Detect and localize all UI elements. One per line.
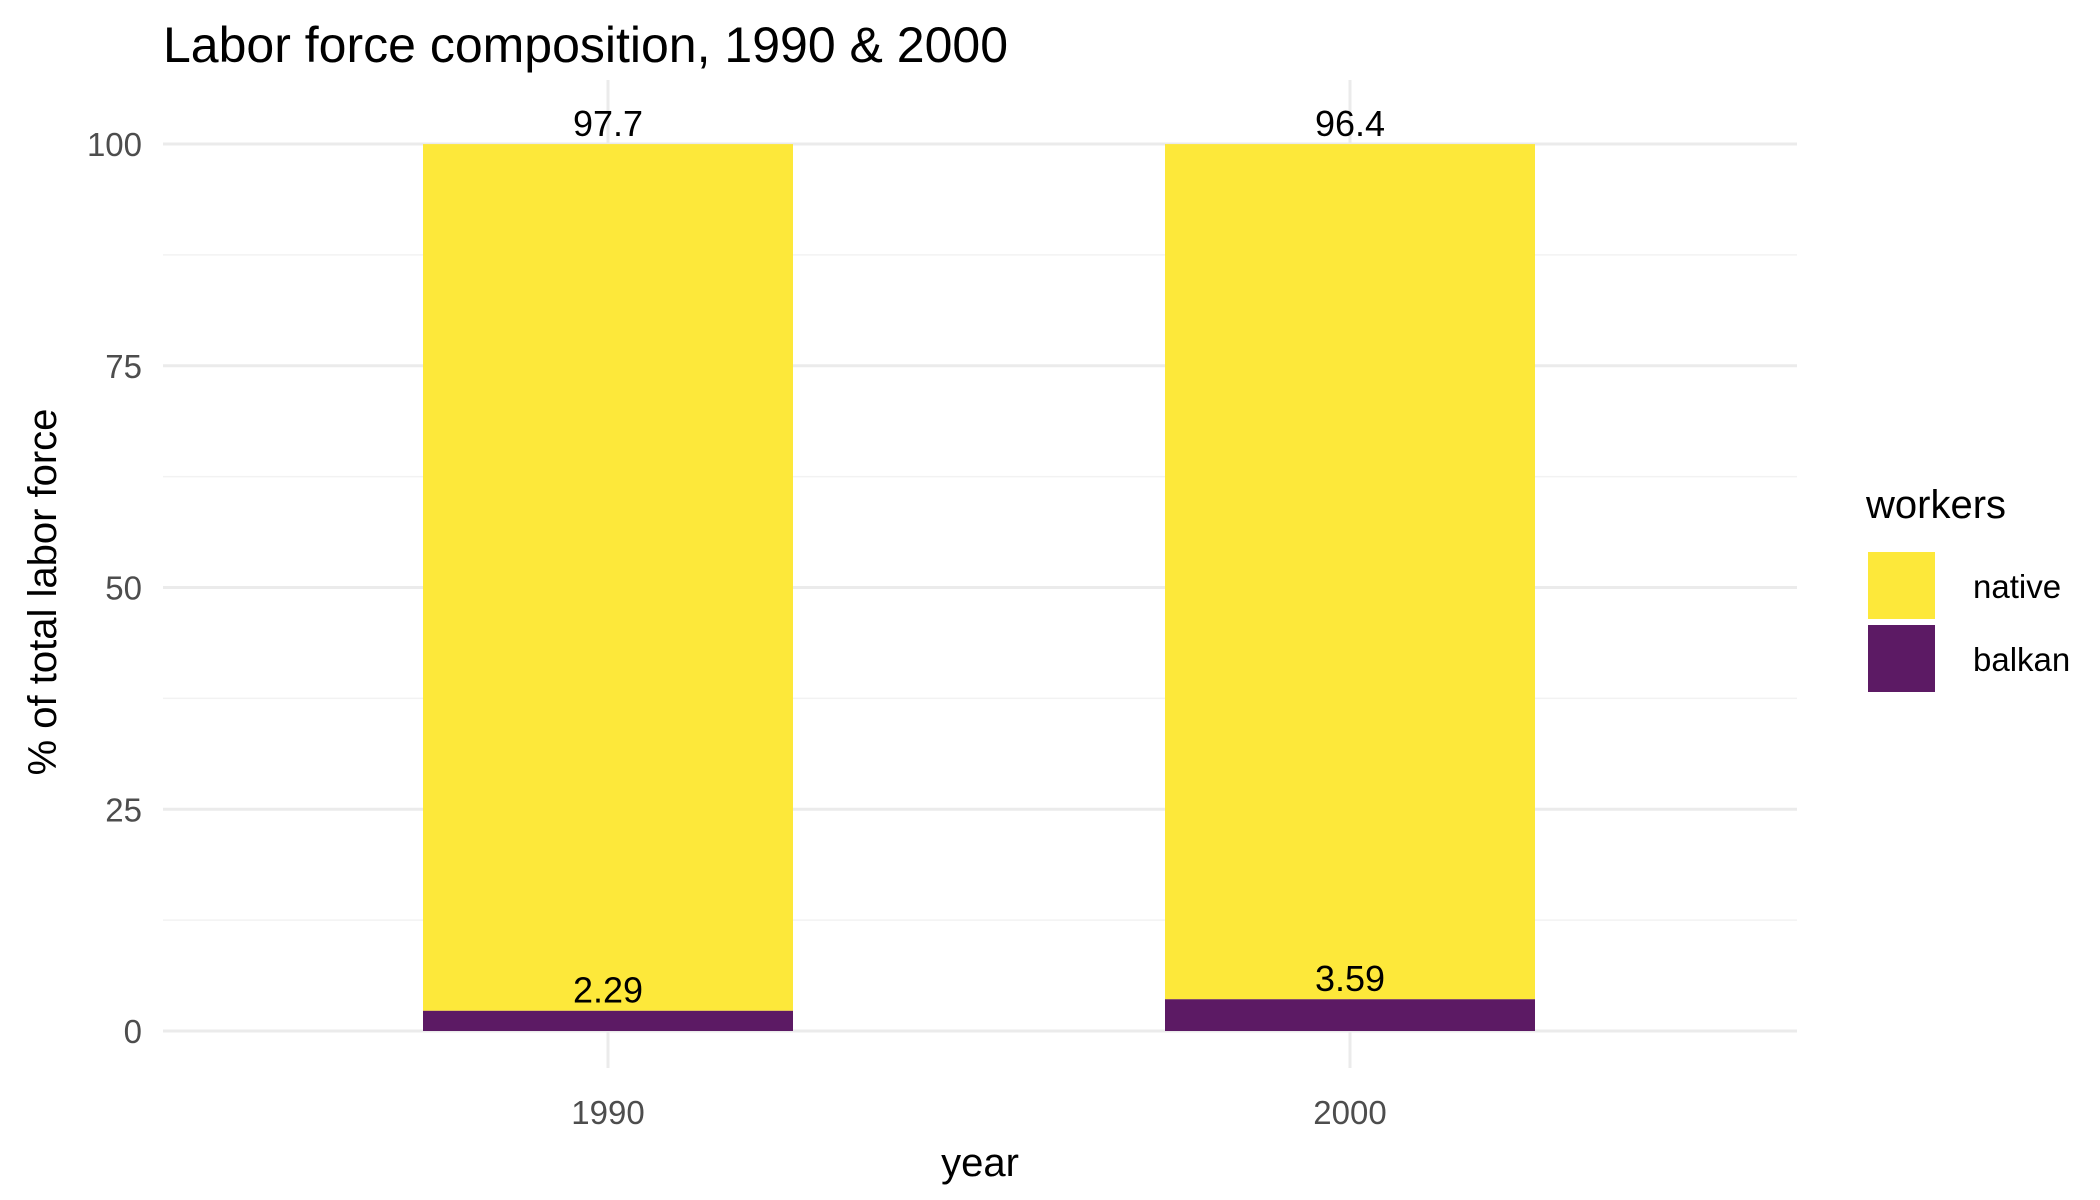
y-axis-title: % of total labor force xyxy=(21,409,65,776)
legend-key-balkan xyxy=(1868,625,1935,692)
y-tick-label: 0 xyxy=(124,1013,142,1050)
legend-key-native xyxy=(1868,552,1935,619)
x-axis-title: year xyxy=(941,1141,1019,1185)
bar-native-1990 xyxy=(423,144,793,1011)
legend: workers native balkan xyxy=(1865,483,2070,692)
bar-balkan-2000 xyxy=(1165,999,1535,1031)
data-label-native-1990: 97.7 xyxy=(573,103,643,144)
grid xyxy=(163,80,1797,1068)
y-tick-label: 25 xyxy=(105,791,142,828)
data-label-native-2000: 96.4 xyxy=(1315,103,1385,144)
legend-label-balkan: balkan xyxy=(1973,641,2070,678)
bar-balkan-1990 xyxy=(423,1010,793,1031)
y-axis-ticks: 0 25 50 75 100 xyxy=(87,126,142,1050)
x-tick-label: 1990 xyxy=(571,1094,644,1131)
y-tick-label: 50 xyxy=(105,570,142,607)
legend-title: workers xyxy=(1865,483,2006,527)
data-label-balkan-2000: 3.59 xyxy=(1315,958,1385,999)
y-tick-label: 75 xyxy=(105,348,142,385)
chart-title: Labor force composition, 1990 & 2000 xyxy=(163,17,1008,73)
bars xyxy=(423,144,1535,1031)
x-axis-ticks: 1990 2000 xyxy=(571,1094,1386,1131)
x-tick-label: 2000 xyxy=(1313,1094,1386,1131)
data-label-balkan-1990: 2.29 xyxy=(573,970,643,1011)
data-labels: 2.29 97.7 3.59 96.4 xyxy=(573,103,1385,1011)
y-tick-label: 100 xyxy=(87,126,142,163)
legend-label-native: native xyxy=(1973,568,2061,605)
bar-native-2000 xyxy=(1165,144,1535,1000)
